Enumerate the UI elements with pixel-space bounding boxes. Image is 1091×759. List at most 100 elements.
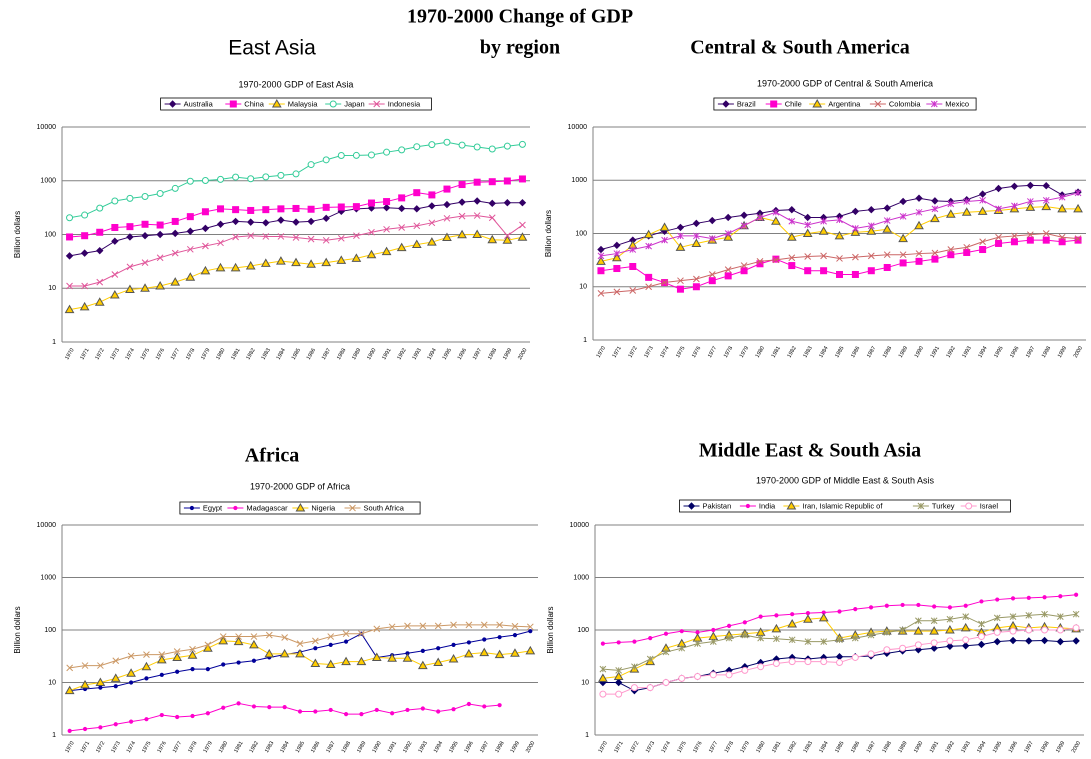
marker — [482, 637, 487, 642]
marker — [708, 277, 716, 285]
marker — [503, 177, 511, 185]
marker — [931, 197, 939, 205]
marker — [945, 209, 956, 218]
marker — [233, 636, 244, 646]
chart-title: 1970-2000 GDP of Middle East & South Asi… — [756, 475, 934, 485]
marker — [436, 709, 441, 714]
chart-title: 1970-2000 GDP of East Asia — [239, 79, 354, 89]
x-tick-label: 1994 — [976, 740, 987, 754]
marker — [1026, 231, 1034, 239]
marker — [413, 222, 421, 230]
marker — [94, 297, 105, 306]
marker — [512, 632, 518, 638]
x-tick-label: 1977 — [172, 740, 183, 754]
marker — [383, 198, 391, 206]
x-tick-label: 1986 — [850, 740, 861, 754]
y-tick-label: 10 — [48, 679, 56, 686]
marker — [995, 597, 1000, 602]
x-tick-label: 1974 — [125, 347, 136, 361]
legend-label: Iran, Islamic Republic of — [802, 501, 883, 510]
marker — [820, 267, 828, 275]
marker — [67, 728, 72, 733]
marker — [615, 667, 623, 674]
marker — [420, 648, 425, 653]
marker — [962, 636, 970, 644]
x-tick-label: 1989 — [898, 345, 909, 359]
marker — [758, 614, 763, 619]
marker — [488, 214, 496, 222]
marker — [231, 217, 240, 226]
marker — [497, 635, 502, 640]
marker — [126, 223, 134, 231]
marker — [175, 714, 180, 720]
marker — [80, 249, 89, 257]
marker — [465, 621, 473, 629]
marker — [899, 626, 906, 634]
marker — [915, 250, 923, 257]
y-tick-label: 10000 — [37, 522, 57, 529]
marker — [632, 639, 637, 644]
marker — [141, 192, 149, 200]
marker — [757, 663, 765, 671]
marker — [279, 648, 290, 658]
marker — [1074, 235, 1082, 243]
marker — [977, 640, 986, 649]
x-tick-label: 1998 — [487, 347, 498, 361]
marker — [931, 205, 939, 213]
marker — [442, 232, 452, 241]
legend-label: South Africa — [364, 503, 405, 512]
marker — [709, 638, 717, 646]
marker — [883, 251, 891, 259]
marker — [678, 674, 686, 682]
x-tick-label: 1986 — [306, 347, 317, 361]
page-title: 1970-2000 Change of GDP — [407, 6, 633, 28]
marker — [528, 629, 533, 634]
y-tick-label: 1000 — [40, 178, 56, 185]
marker — [804, 221, 812, 229]
marker — [249, 639, 259, 649]
marker — [388, 623, 396, 631]
marker — [488, 178, 496, 186]
marker — [836, 216, 843, 224]
marker — [371, 652, 382, 661]
marker — [251, 704, 257, 709]
marker — [201, 177, 209, 185]
marker — [771, 623, 782, 633]
marker — [352, 151, 360, 159]
marker — [852, 224, 859, 232]
marker — [597, 245, 605, 254]
marker — [159, 712, 164, 718]
marker — [186, 245, 194, 253]
marker — [141, 220, 149, 228]
marker — [614, 678, 623, 687]
marker — [277, 233, 285, 240]
marker — [711, 627, 716, 633]
x-tick-label: 2000 — [517, 347, 528, 361]
marker — [629, 263, 637, 271]
marker — [945, 624, 955, 634]
x-tick-label: 1973 — [110, 740, 121, 754]
marker — [947, 251, 955, 259]
marker — [725, 671, 733, 679]
legend-marker — [271, 98, 282, 108]
x-tick-label: 1994 — [433, 740, 444, 754]
marker — [963, 198, 971, 205]
marker — [488, 199, 496, 208]
x-tick-label: 1970 — [64, 347, 75, 361]
x-tick-label: 1972 — [627, 345, 638, 359]
marker — [185, 272, 196, 281]
marker — [1041, 610, 1048, 618]
x-tick-label: 1985 — [834, 740, 845, 754]
legend-marker — [812, 98, 823, 108]
marker — [598, 673, 608, 682]
legend-marker — [965, 502, 973, 510]
x-tick-label: 1977 — [708, 740, 719, 754]
marker — [413, 205, 421, 213]
marker — [397, 204, 406, 213]
marker — [818, 612, 829, 622]
marker — [98, 685, 103, 690]
x-tick-label: 1984 — [279, 740, 290, 754]
marker — [708, 271, 716, 278]
legend-marker — [295, 502, 306, 512]
